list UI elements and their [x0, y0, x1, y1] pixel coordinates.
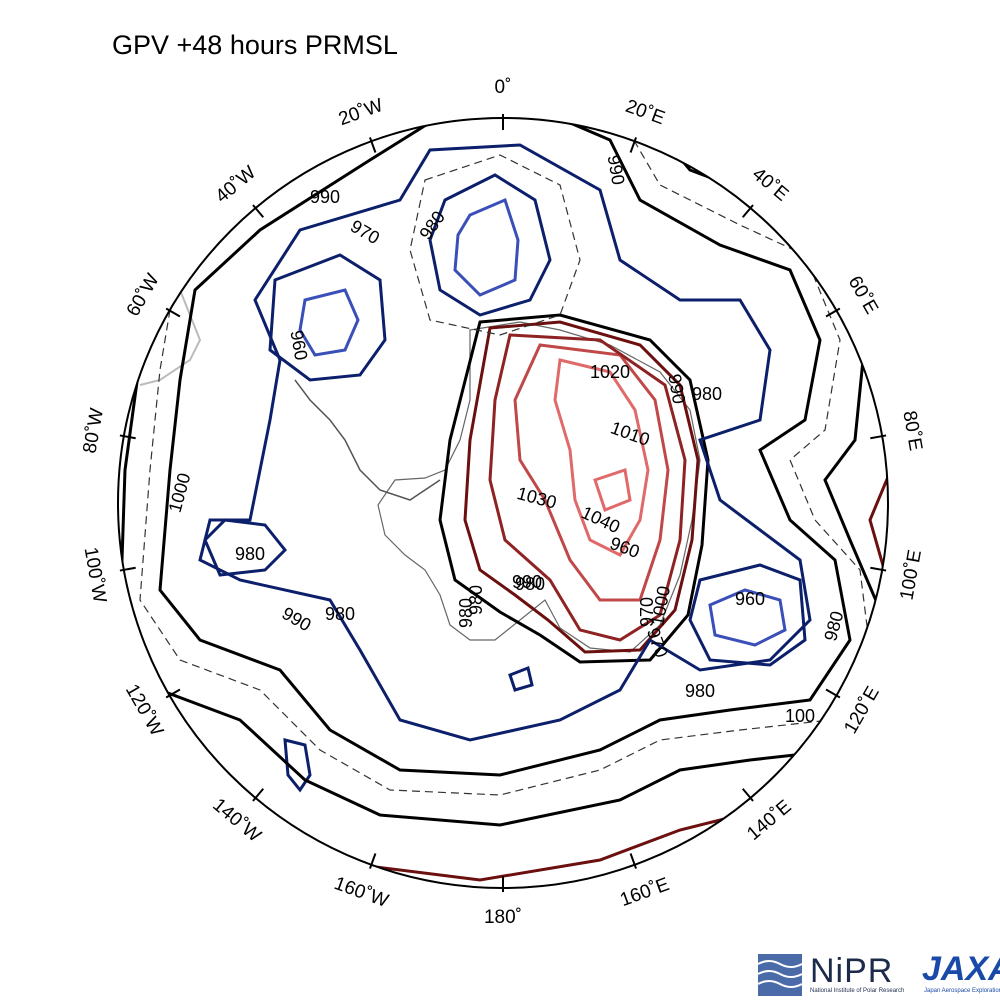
contour-995-dash	[139, 118, 871, 796]
longitude-ticks	[119, 114, 887, 892]
map-title: GPV +48 hours PRMSL	[112, 30, 398, 60]
tick-lon-80e	[870, 434, 887, 440]
contour-low-f	[508, 665, 534, 692]
contour-label: 960	[735, 589, 765, 609]
label-lon-80w: 80˚W	[80, 407, 109, 455]
antarctica-coastline	[377, 321, 701, 653]
contour-label: 980	[415, 207, 449, 243]
label-lon-120e: 120˚E	[840, 683, 884, 737]
tick-lon-100w	[119, 566, 136, 572]
tick-lon-160e	[629, 853, 637, 869]
label-lon-20e: 20˚E	[623, 96, 668, 129]
label-lon-60e: 60˚E	[844, 273, 882, 318]
tick-lon-20e	[629, 137, 637, 153]
contour-labels: 990 980 970 960 1000 1010 1020 1030 1040…	[165, 153, 848, 726]
contour-980-main	[198, 143, 812, 742]
contour-label: 980	[515, 574, 545, 594]
jaxa-logo-subtitle: Japan Aerospace Exploration Agency	[924, 988, 1000, 994]
contour-label: 1030	[515, 483, 559, 513]
tick-lon-140e	[741, 788, 754, 802]
contour-label: 980	[820, 609, 847, 643]
contour-label: 1010	[608, 417, 652, 449]
tick-lon-100e	[870, 566, 887, 572]
contour-label: 1020	[590, 362, 630, 382]
contour-label: 960	[607, 533, 642, 562]
label-lon-180: 180˚	[484, 907, 522, 928]
contour-980-low-d	[203, 518, 288, 577]
nipr-logo-icon	[758, 954, 802, 996]
label-lon-100w: 100˚W	[80, 546, 110, 605]
nipr-logo-text: NiPR	[810, 952, 894, 990]
contour-label: 990	[279, 603, 315, 635]
label-lon-100e: 100˚E	[896, 548, 925, 602]
contour-low-e	[283, 738, 312, 793]
contour-label: 980	[692, 384, 722, 404]
contour-label: 970	[347, 216, 383, 248]
contour-label: 970	[643, 625, 672, 660]
contour-label: 990	[310, 187, 340, 207]
contour-1030	[513, 343, 670, 602]
tick-lon-160w	[369, 853, 377, 869]
contour-970-low-a	[428, 173, 552, 317]
label-lon-140w: 140˚W	[208, 795, 264, 847]
contour-label: 980	[456, 598, 476, 628]
label-lon-80e: 80˚E	[898, 409, 926, 452]
logos: NiPR National Institute of Polar Researc…	[758, 950, 1000, 998]
contour-label: 980	[325, 604, 355, 624]
label-lon-60w: 60˚W	[123, 270, 164, 320]
contour-970-low-b	[268, 253, 387, 382]
contour-960-low-a	[453, 197, 520, 297]
nipr-logo-subtitle: National Institute of Polar Research	[810, 988, 905, 994]
tick-lon-40e	[741, 204, 754, 218]
label-lon-40e: 40˚E	[748, 164, 792, 206]
contour-960-low-b	[298, 288, 360, 357]
tick-lon-40w	[252, 204, 265, 218]
contour-1000-antarctic	[438, 313, 710, 664]
contour-label: 980	[466, 585, 486, 615]
label-lon-140e: 140˚E	[743, 796, 795, 845]
label-lon-120w: 120˚W	[121, 681, 167, 740]
contour-990-ring	[158, 118, 852, 777]
label-lon-20w: 20˚W	[336, 95, 386, 130]
contour-label: 100	[785, 706, 815, 726]
contour-label: 990	[512, 572, 542, 592]
longitude-labels: 0˚ 20˚E 40˚E 60˚E 80˚E 100˚E 120˚E 140˚E 160˚E 18…	[80, 77, 926, 928]
contour-label: 970	[637, 597, 657, 627]
label-lon-160e: 160˚E	[617, 874, 672, 911]
tick-lon-60w	[165, 307, 181, 318]
contour-label: 980	[235, 544, 265, 564]
tick-lon-80w	[119, 434, 136, 440]
contour-960-low-c	[708, 588, 787, 647]
antarctic-peninsula	[294, 379, 441, 501]
contour-1040	[553, 358, 650, 557]
tick-lon-120w	[165, 688, 181, 699]
jaxa-logo-text: JAXA	[922, 950, 1000, 988]
contour-label: 1040	[578, 502, 623, 537]
contour-label: 960	[286, 329, 311, 362]
contour-980-low-a-dash	[409, 154, 581, 336]
tick-lon-20w	[369, 137, 377, 153]
contour-970-low-c	[688, 563, 807, 667]
contour-1020	[488, 333, 687, 642]
contour-1040-core	[593, 468, 632, 512]
tick-lon-60e	[825, 307, 841, 318]
label-lon-0: 0˚	[495, 77, 512, 98]
contour-label: 1000	[647, 584, 674, 627]
contour-label: 980	[685, 681, 715, 701]
tick-lon-120e	[825, 688, 841, 699]
label-lon-40w: 40˚W	[212, 162, 260, 207]
tick-lon-140w	[252, 788, 265, 802]
label-lon-160w: 160˚W	[331, 873, 391, 912]
contour-label: 990	[604, 153, 629, 186]
map-boundary	[117, 117, 889, 889]
contour-1010	[463, 320, 700, 654]
contour-field	[118, 118, 888, 882]
